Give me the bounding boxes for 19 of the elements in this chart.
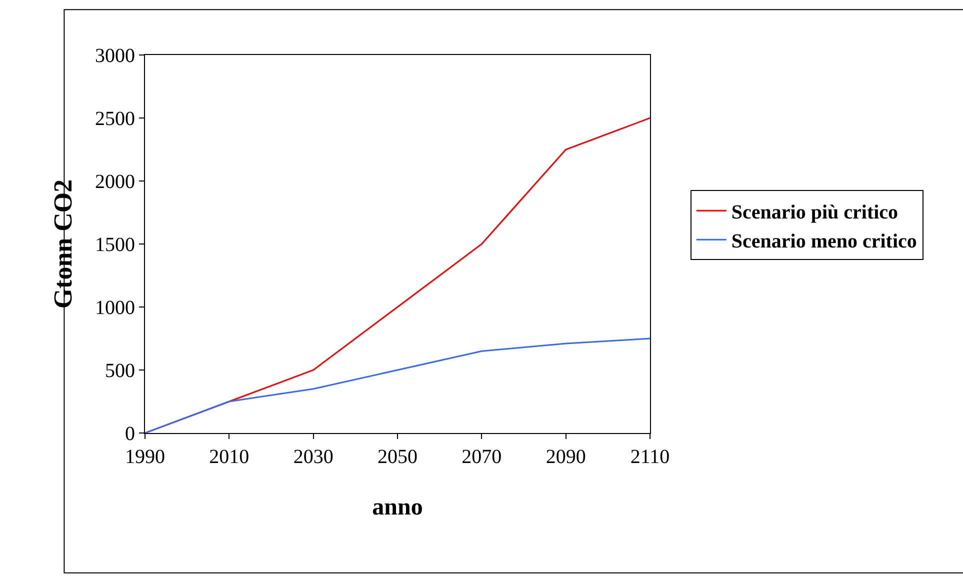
y-tick-label: 1500 xyxy=(95,234,135,256)
y-tick-label: 2000 xyxy=(95,171,135,193)
y-tick-label: 1000 xyxy=(95,297,135,319)
x-tick-label: 2010 xyxy=(209,446,250,468)
x-tick-label: 2050 xyxy=(378,446,418,468)
y-tick-label: 0 xyxy=(125,423,135,445)
legend-label: Scenario meno critico xyxy=(731,230,917,252)
x-tick-label: 2070 xyxy=(462,446,502,468)
x-tick-label: 1990 xyxy=(125,446,165,468)
x-axis-title: anno xyxy=(372,494,423,520)
y-axis-title: Gtonn CO2 xyxy=(48,179,78,309)
line-series xyxy=(145,338,650,433)
x-tick-label: 2090 xyxy=(546,446,586,468)
y-tick-label: 500 xyxy=(105,360,135,382)
y-tick-label: 3000 xyxy=(95,45,135,67)
legend-label: Scenario più critico xyxy=(731,201,898,224)
y-tick-label: 2500 xyxy=(95,108,135,130)
x-tick-label: 2030 xyxy=(293,446,334,468)
x-tick-label: 2110 xyxy=(630,446,670,468)
